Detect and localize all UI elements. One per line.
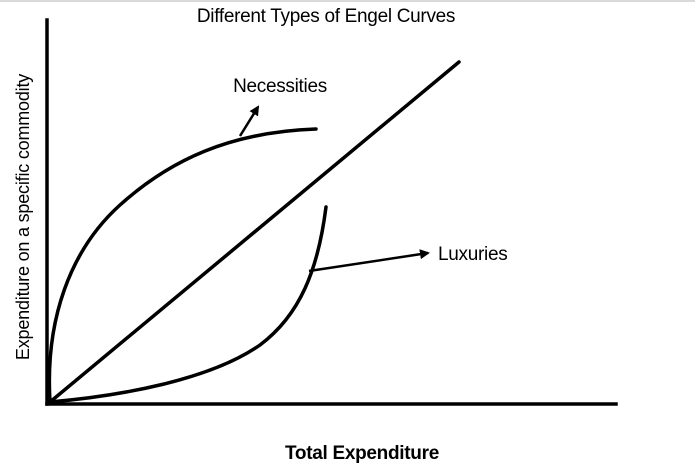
diagram-title: Different Types of Engel Curves — [197, 6, 455, 27]
luxuries-arrow — [308, 249, 430, 273]
necessities-curve — [47, 127, 318, 404]
x-axis-label: Total Expenditure — [285, 443, 439, 464]
necessities-label: Necessities — [233, 76, 327, 97]
linear-curve — [48, 60, 461, 404]
y-axis-label: Expenditure on a specific commodity — [13, 74, 33, 360]
luxuries-curve — [48, 205, 328, 404]
top-border — [0, 0, 695, 2]
necessities-arrow — [238, 105, 260, 137]
luxuries-label: Luxuries — [438, 244, 507, 265]
